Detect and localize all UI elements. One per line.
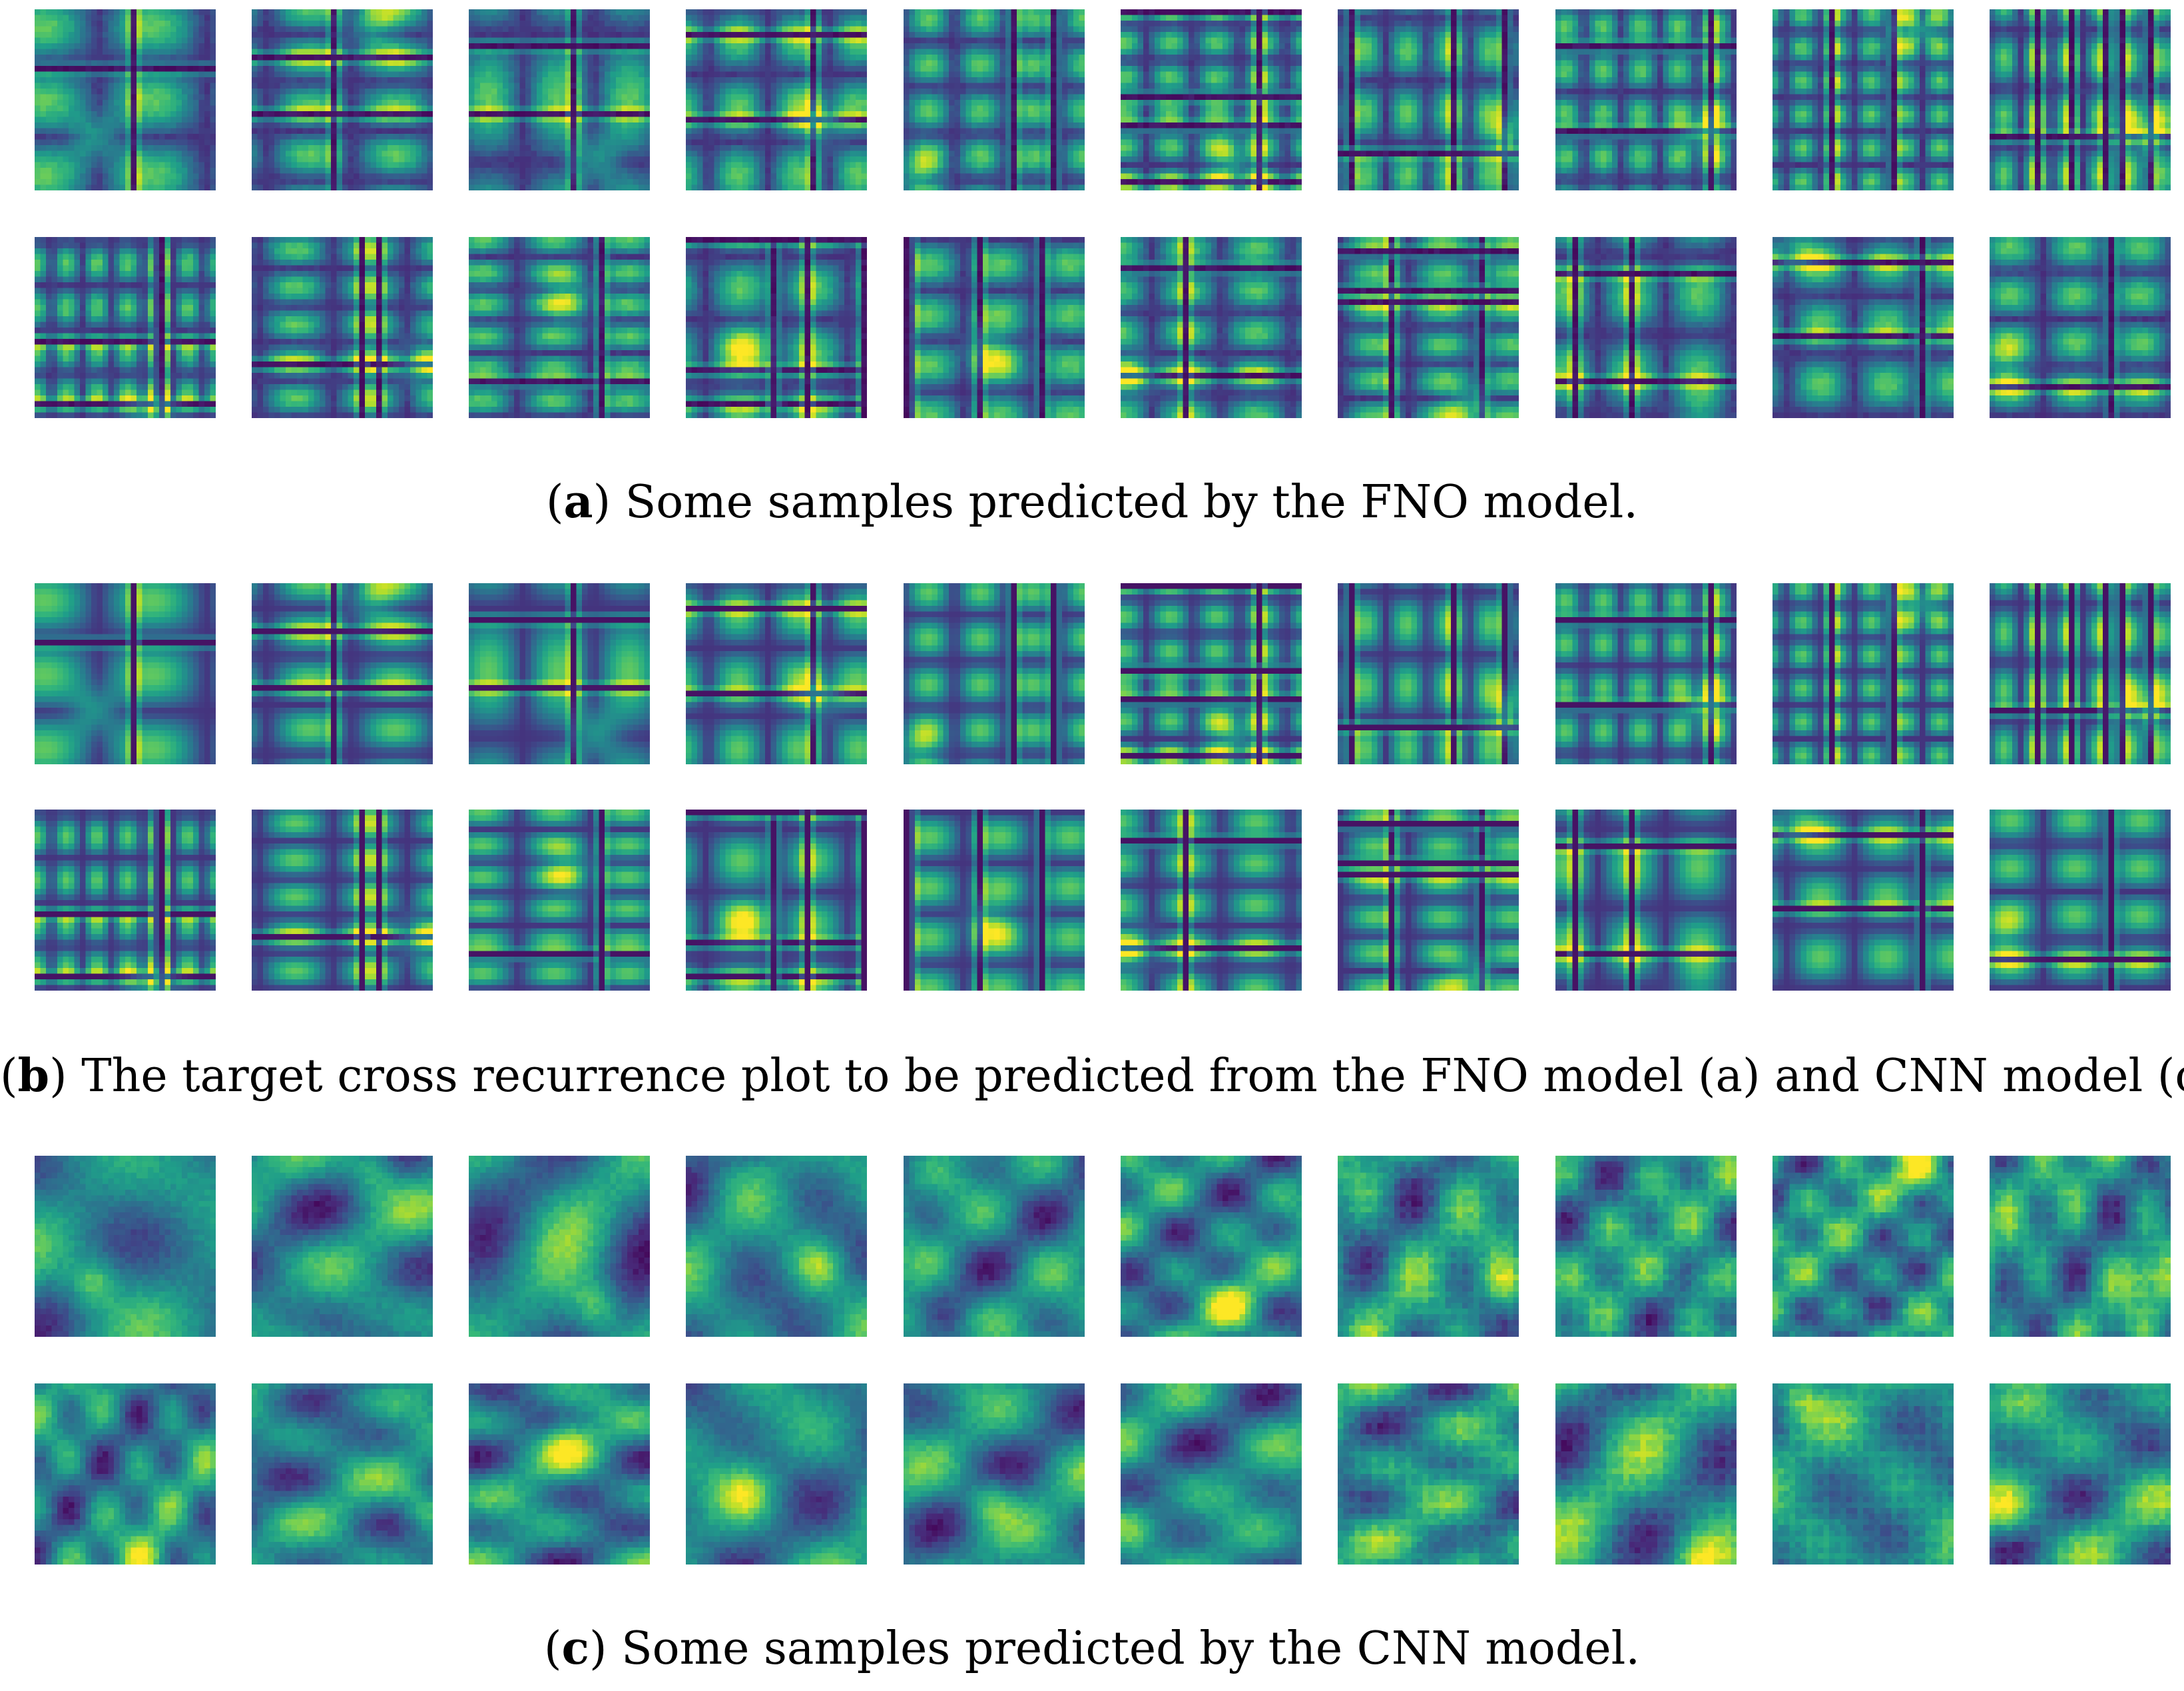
heatmap-b-r2-c1 xyxy=(35,810,216,991)
caption-a-close: ) xyxy=(593,476,611,529)
heatmap-b-r1-c6 xyxy=(1121,583,1302,764)
heatmap-a-r2-c6 xyxy=(1121,237,1302,418)
heatmap-a-r1-c10 xyxy=(1990,9,2171,190)
panel-c-row-1 xyxy=(0,1156,2184,1337)
heatmap-b-r1-c10 xyxy=(1990,583,2171,764)
heatmap-a-r1-c3 xyxy=(469,9,650,190)
heatmap-b-r2-c6 xyxy=(1121,810,1302,991)
heatmap-b-r2-c5 xyxy=(904,810,1085,991)
heatmap-b-r2-c9 xyxy=(1773,810,1954,991)
heatmap-b-r2-c3 xyxy=(469,810,650,991)
heatmap-a-r1-c8 xyxy=(1555,9,1737,190)
heatmap-c-r2-c3 xyxy=(469,1383,650,1565)
heatmap-b-r1-c1 xyxy=(35,583,216,764)
heatmap-c-r2-c10 xyxy=(1990,1383,2171,1565)
heatmap-b-r1-c2 xyxy=(252,583,433,764)
heatmap-c-r2-c9 xyxy=(1773,1383,1954,1565)
heatmap-a-r1-c5 xyxy=(904,9,1085,190)
heatmap-a-r1-c6 xyxy=(1121,9,1302,190)
panel-a-row-2 xyxy=(0,237,2184,418)
heatmap-b-r2-c7 xyxy=(1338,810,1519,991)
heatmap-a-r2-c10 xyxy=(1990,237,2171,418)
heatmap-c-r1-c5 xyxy=(904,1156,1085,1337)
caption-b-open: ( xyxy=(0,1050,18,1102)
heatmap-c-r2-c4 xyxy=(686,1383,867,1565)
heatmap-c-r2-c6 xyxy=(1121,1383,1302,1565)
heatmap-a-r2-c3 xyxy=(469,237,650,418)
caption-a-text: Some samples predicted by the FNO model. xyxy=(611,476,1639,529)
heatmap-c-r1-c2 xyxy=(252,1156,433,1337)
caption-b: (b) The target cross recurrence plot to … xyxy=(0,1049,2184,1103)
heatmap-c-r1-c7 xyxy=(1338,1156,1519,1337)
caption-c-text: Some samples predicted by the CNN model. xyxy=(607,1622,1640,1675)
heatmap-c-r1-c6 xyxy=(1121,1156,1302,1337)
heatmap-a-r2-c4 xyxy=(686,237,867,418)
heatmap-c-r1-c4 xyxy=(686,1156,867,1337)
heatmap-a-r2-c2 xyxy=(252,237,433,418)
heatmap-a-r1-c7 xyxy=(1338,9,1519,190)
heatmap-b-r2-c10 xyxy=(1990,810,2171,991)
heatmap-c-r1-c1 xyxy=(35,1156,216,1337)
panel-b-row-2 xyxy=(0,810,2184,991)
heatmap-b-r1-c8 xyxy=(1555,583,1737,764)
heatmap-a-r1-c2 xyxy=(252,9,433,190)
heatmap-b-r2-c2 xyxy=(252,810,433,991)
heatmap-c-r2-c1 xyxy=(35,1383,216,1565)
heatmap-b-r1-c5 xyxy=(904,583,1085,764)
caption-c-label: c xyxy=(561,1622,589,1675)
caption-b-text: The target cross recurrence plot to be p… xyxy=(67,1050,2184,1102)
caption-a-open: ( xyxy=(545,476,564,529)
heatmap-c-r1-c10 xyxy=(1990,1156,2171,1337)
heatmap-b-r1-c4 xyxy=(686,583,867,764)
heatmap-a-r2-c9 xyxy=(1773,237,1954,418)
caption-c-close: ) xyxy=(589,1622,607,1675)
heatmap-c-r1-c8 xyxy=(1555,1156,1737,1337)
panel-c-row-2 xyxy=(0,1383,2184,1565)
caption-a-label: a xyxy=(563,475,593,529)
heatmap-a-r2-c1 xyxy=(35,237,216,418)
heatmap-c-r1-c9 xyxy=(1773,1156,1954,1337)
panel-a-row-1 xyxy=(0,9,2184,190)
heatmap-a-r2-c5 xyxy=(904,237,1085,418)
heatmap-c-r2-c8 xyxy=(1555,1383,1737,1565)
caption-a: (a) Some samples predicted by the FNO mo… xyxy=(0,475,2184,529)
heatmap-a-r1-c9 xyxy=(1773,9,1954,190)
heatmap-a-r2-c7 xyxy=(1338,237,1519,418)
caption-b-close: ) xyxy=(49,1050,67,1102)
heatmap-c-r2-c2 xyxy=(252,1383,433,1565)
heatmap-c-r1-c3 xyxy=(469,1156,650,1337)
heatmap-a-r1-c4 xyxy=(686,9,867,190)
heatmap-c-r2-c5 xyxy=(904,1383,1085,1565)
heatmap-a-r2-c8 xyxy=(1555,237,1737,418)
caption-b-label: b xyxy=(17,1049,50,1102)
heatmap-b-r1-c7 xyxy=(1338,583,1519,764)
heatmap-b-r2-c8 xyxy=(1555,810,1737,991)
caption-c: (c) Some samples predicted by the CNN mo… xyxy=(0,1622,2184,1676)
caption-c-open: ( xyxy=(544,1622,562,1675)
heatmap-c-r2-c7 xyxy=(1338,1383,1519,1565)
panel-b-row-1 xyxy=(0,583,2184,764)
heatmap-a-r1-c1 xyxy=(35,9,216,190)
heatmap-b-r2-c4 xyxy=(686,810,867,991)
heatmap-b-r1-c3 xyxy=(469,583,650,764)
heatmap-b-r1-c9 xyxy=(1773,583,1954,764)
